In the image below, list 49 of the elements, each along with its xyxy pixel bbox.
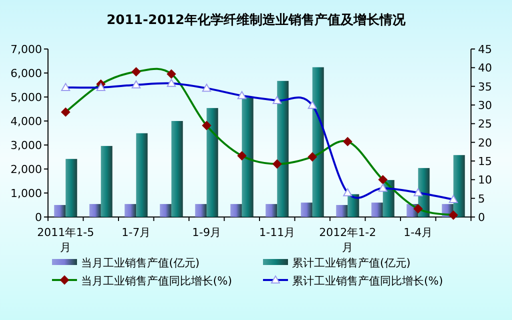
y2-tick-label: 45 [478, 43, 492, 56]
x-tick-label: 1-4月 [404, 226, 433, 239]
x-tick-label: 1-7月 [122, 226, 151, 239]
x-tick-label: 1-9月 [192, 226, 222, 239]
bar [371, 202, 383, 217]
bar [230, 204, 242, 217]
chart-title: 2011-2012年化学纤维制造业销售产值及增长情况 [106, 12, 406, 28]
y2-tick-label: 15 [478, 155, 492, 168]
bar [266, 204, 278, 217]
x-tick-label: 2011年1-5月 [37, 226, 94, 254]
bar [89, 204, 101, 217]
y2-tick-label: 10 [478, 174, 492, 187]
y-tick-label: 6,000 [10, 67, 42, 80]
bar [348, 194, 360, 217]
y2-tick-label: 20 [478, 136, 492, 150]
bar [54, 205, 66, 217]
bar [312, 67, 324, 217]
y-tick-label: 4,000 [10, 115, 42, 128]
bar [160, 204, 172, 217]
legend-label: 累计工业销售产值(亿元) [292, 256, 411, 270]
bar [277, 80, 289, 217]
bar [206, 108, 218, 217]
y-tick-label: 1,000 [10, 187, 42, 200]
legend-label: 累计工业销售产值同比增长(%) [292, 274, 444, 288]
legend-label: 当月工业销售产值(亿元) [81, 256, 200, 270]
y-tick-label: 5,000 [10, 91, 42, 104]
x-tick-label: 1-11月 [259, 226, 296, 239]
legend-label: 当月工业销售产值同比增长(%) [81, 274, 232, 288]
y2-tick-label: 25 [478, 118, 492, 131]
y-tick-label: 2,000 [10, 163, 42, 176]
y2-tick-label: 0 [478, 211, 485, 224]
bar [100, 146, 112, 217]
y2-tick-label: 30 [478, 99, 492, 112]
y-tick-label: 3,000 [10, 139, 42, 152]
bar [195, 204, 207, 217]
bar [453, 155, 465, 217]
x-tick-label: 2012年1-2月 [319, 226, 376, 254]
y-tick-label: 0 [35, 211, 42, 224]
y-tick-label: 7,000 [10, 43, 42, 56]
y2-tick-label: 35 [478, 80, 492, 94]
y2-tick-label: 40 [478, 62, 492, 75]
bar [171, 121, 183, 217]
bar [242, 98, 254, 217]
bar [336, 205, 348, 217]
bar [66, 158, 78, 217]
bar [136, 133, 148, 217]
bar [300, 202, 312, 217]
bar [124, 204, 136, 217]
y2-tick-label: 5 [478, 192, 485, 206]
